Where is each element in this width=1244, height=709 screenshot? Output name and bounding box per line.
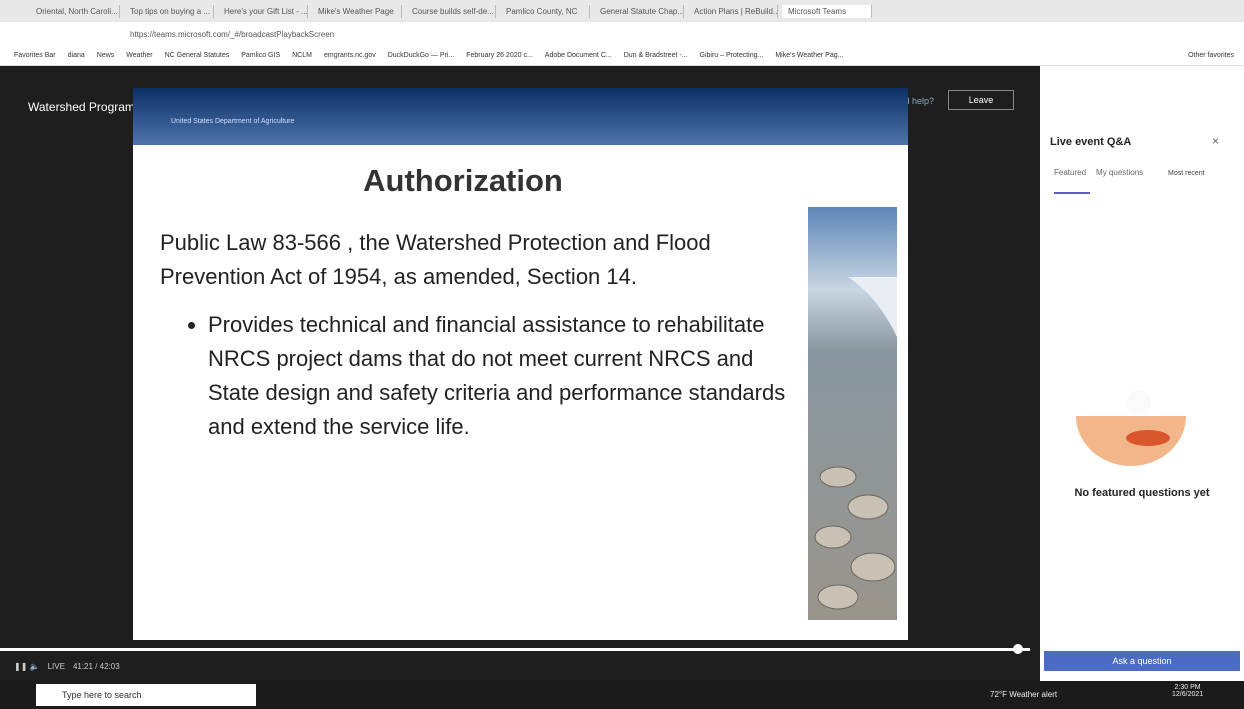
- bookmark[interactable]: emgrants.nc.gov: [324, 52, 376, 59]
- browser-tab[interactable]: Oriental, North Caroli...: [30, 5, 120, 18]
- bookmark[interactable]: Adobe Document C...: [545, 52, 612, 59]
- bookmarks-bar: Favorites Bar diana News Weather NC General …: [0, 46, 1244, 66]
- slide-body: Public Law 83-566 , the Watershed Protec…: [160, 226, 800, 294]
- tab-bar: Oriental, North Caroli... Top tips on buy…: [0, 0, 1244, 22]
- bookmark[interactable]: Dun & Bradstreet -...: [624, 52, 688, 59]
- bookmark[interactable]: Weather: [126, 52, 152, 59]
- agency: United States Department of Agriculture: [171, 118, 294, 125]
- qa-tab[interactable]: Featured: [1054, 168, 1086, 177]
- leave-button[interactable]: Leave: [948, 90, 1014, 110]
- search-box[interactable]: Type here to search: [36, 684, 256, 706]
- bookmark[interactable]: DuckDuckGo — Pri...: [388, 52, 455, 59]
- qa-panel: Live event Q&A × Featured My questions Mo…: [1040, 66, 1244, 681]
- live: LIVE: [48, 662, 65, 671]
- progress-thumb[interactable]: [1013, 644, 1023, 654]
- tab-indicator: [1054, 192, 1090, 194]
- slide-header: United States Department of Agriculture: [133, 88, 908, 145]
- bookmark[interactable]: NC General Statutes: [165, 52, 230, 59]
- slide-photo: [808, 207, 897, 620]
- bookmark[interactable]: Favorites Bar: [14, 52, 56, 59]
- browser-tab[interactable]: Mike's Weather Page: [312, 5, 402, 18]
- empty-illustration: [1076, 366, 1186, 466]
- qa-tabs: Featured My questions: [1054, 168, 1143, 177]
- browser-tab[interactable]: Action Plans | ReBuild...: [688, 5, 778, 18]
- bookmark[interactable]: NCLM: [292, 52, 312, 59]
- taskbar: Type here to search 72°F Weather alert 2…: [0, 681, 1244, 709]
- bookmark[interactable]: News: [97, 52, 115, 59]
- empty-message: No featured questions yet: [1040, 487, 1244, 499]
- date: 12/6/2021: [1172, 691, 1203, 698]
- bookmark[interactable]: Pamlico GIS: [241, 52, 280, 59]
- player-controls: ❚❚ 🔈 LIVE 41:21 / 42:03: [14, 662, 120, 671]
- bookmark[interactable]: diana: [68, 52, 85, 59]
- bookmark[interactable]: Gibiru – Protecting...: [700, 52, 764, 59]
- browser-tab[interactable]: Top tips on buying a ...: [124, 5, 214, 18]
- browser-tab[interactable]: Course builds self-de...: [406, 5, 496, 18]
- bullets: Provides technical and financial assista…: [160, 308, 800, 444]
- qa-tab[interactable]: My questions: [1096, 168, 1143, 177]
- browser-tab[interactable]: Here's your Gift List - ...: [218, 5, 308, 18]
- address-bar[interactable]: https://teams.microsoft.com/_#/broadcast…: [0, 22, 1244, 46]
- other-favorites[interactable]: Other favorites: [1188, 52, 1244, 59]
- slide: United States Department of Agriculture …: [133, 88, 908, 640]
- time: 41:21 / 42:03: [73, 662, 120, 671]
- bookmark[interactable]: Mike's Weather Pag...: [775, 52, 843, 59]
- ask-button[interactable]: Ask a question: [1044, 651, 1240, 671]
- bullet: Provides technical and financial assista…: [208, 308, 800, 444]
- qa-title: Live event Q&A: [1050, 136, 1131, 148]
- browser-tab[interactable]: Pamlico County, NC: [500, 5, 590, 18]
- time: 2:30 PM: [1172, 684, 1203, 691]
- screen: Oriental, North Caroli... Top tips on buy…: [0, 0, 1244, 709]
- browser-tab[interactable]: General Statute Chap...: [594, 5, 684, 18]
- sort[interactable]: Most recent: [1168, 170, 1205, 177]
- progress-bar[interactable]: [0, 648, 1030, 651]
- url[interactable]: https://teams.microsoft.com/_#/broadcast…: [130, 30, 334, 39]
- weather[interactable]: 72°F Weather alert: [990, 690, 1057, 699]
- close[interactable]: ×: [1212, 134, 1219, 148]
- bookmark[interactable]: February 26 2020 c...: [466, 52, 533, 59]
- browser-tab[interactable]: Microsoft Teams: [782, 5, 872, 18]
- slide-title: Authorization: [133, 163, 793, 199]
- pause[interactable]: ❚❚ 🔈: [14, 662, 40, 671]
